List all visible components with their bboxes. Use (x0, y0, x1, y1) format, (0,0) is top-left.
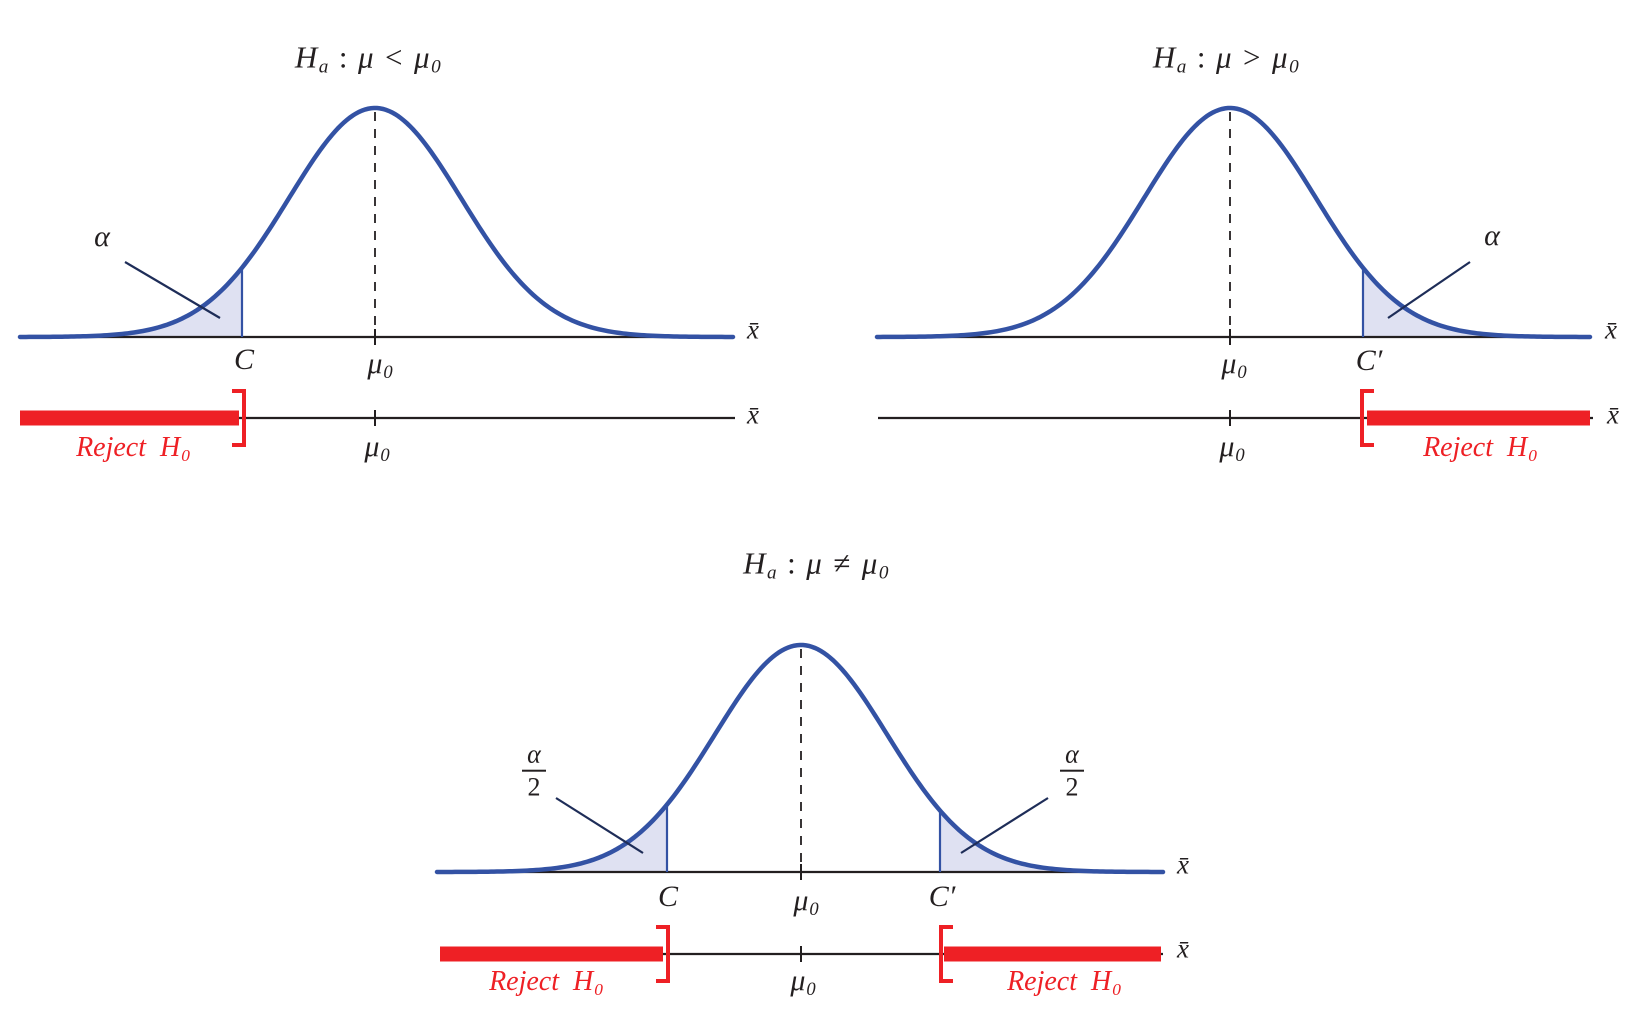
reject-region-bracket (656, 925, 670, 983)
xbar-line-label-lower: x̄ (747, 399, 759, 430)
alpha-pointer-line (555, 797, 644, 854)
reject-region-bar (20, 410, 239, 426)
reject-region-bar (1367, 410, 1590, 426)
alpha-pointer-line (1387, 261, 1471, 319)
mu0-axis-label-two-sided: μ0 (793, 884, 819, 921)
normal-curve (434, 642, 1166, 875)
reject-region-bar (440, 946, 663, 962)
alpha-label-lower: α (94, 220, 110, 253)
reject-region-bracket (939, 925, 953, 983)
xbar-line-label-two-sided: x̄ (1177, 933, 1189, 964)
reject-region-bracket (1360, 389, 1374, 447)
fraction-bar (1060, 770, 1084, 772)
xbar-axis-label-lower: x̄ (747, 314, 759, 345)
reject-h0-label-lower: Reject H0 (76, 432, 190, 465)
two-sided-plot (434, 642, 1166, 983)
alpha-over-two-label-left: α 2 (522, 740, 546, 801)
reject-region-bar (944, 946, 1161, 962)
normal-curve (17, 105, 736, 340)
xbar-axis-label-upper: x̄ (1605, 314, 1617, 345)
hypothesis-title-two-sided: Ha: μ ≠ μ0 (743, 545, 889, 584)
mu0-axis-label-upper: μ0 (1221, 347, 1247, 384)
reject-h0-label-two-sided-right: Reject H0 (1007, 966, 1121, 999)
alpha-pointer-line (960, 797, 1049, 854)
critical-value-label-upper: C′ (1355, 344, 1383, 377)
mu0-axis-label-lower: μ0 (367, 347, 393, 384)
upper-tail-plot (874, 105, 1593, 447)
shaded-tail-region (1363, 267, 1590, 337)
reject-h0-label-two-sided-left: Reject H0 (489, 966, 603, 999)
alpha-pointer-line (124, 261, 221, 319)
critical-value-label-lower: C (233, 343, 255, 376)
fraction-bar (522, 770, 546, 772)
critical-value-label-two-sided-left: C (657, 880, 679, 913)
mu0-line-label-upper: μ0 (1219, 430, 1245, 467)
reject-h0-label-upper: Reject H0 (1423, 432, 1537, 465)
xbar-line-label-upper: x̄ (1607, 399, 1619, 430)
lower-tail-plot (17, 105, 736, 447)
normal-curve (874, 105, 1593, 340)
mu0-line-label-lower: μ0 (364, 430, 390, 467)
shaded-tail-region (20, 267, 242, 337)
hypothesis-title-lower-tail: Ha: μ < μ0 (294, 39, 442, 78)
mu0-line-label-two-sided: μ0 (790, 964, 816, 1001)
critical-value-label-two-sided-right: C′ (928, 880, 956, 913)
alpha-over-two-label-right: α 2 (1060, 740, 1084, 801)
alpha-label-upper: α (1484, 219, 1500, 252)
hypothesis-title-upper-tail: Ha: μ > μ0 (1152, 39, 1300, 78)
xbar-axis-label-two-sided: x̄ (1177, 849, 1189, 880)
reject-region-bracket (232, 389, 246, 447)
